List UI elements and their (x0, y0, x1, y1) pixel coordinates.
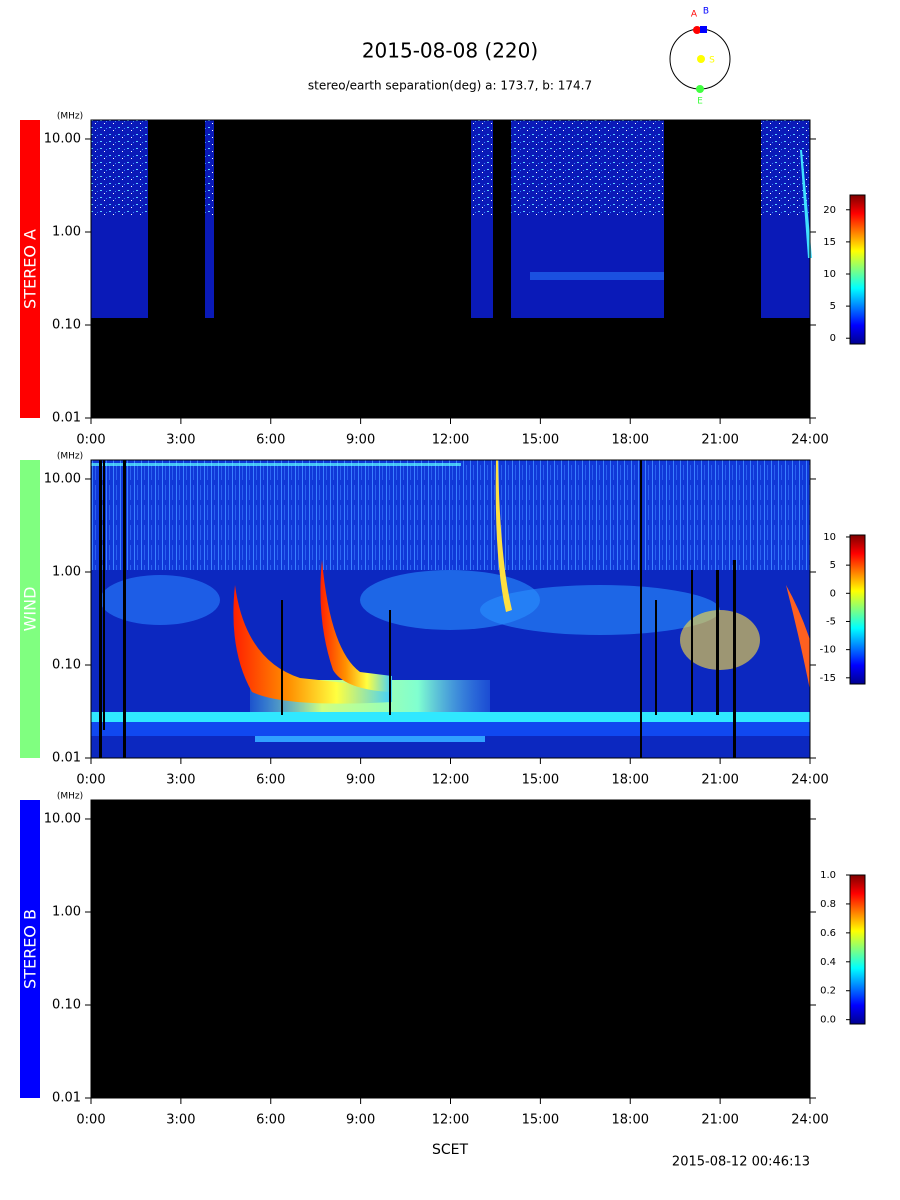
spectrogram-stereo-b (91, 800, 810, 1098)
chart-title: 2015-08-08 (220) (362, 39, 538, 63)
x-tick-label: 24:00 (791, 773, 828, 788)
y-tick-label: 1.00 (52, 564, 81, 579)
sun-dot (697, 55, 705, 63)
orbit-diagram: A B S E (669, 7, 731, 107)
y-tick-label: 10.00 (44, 811, 81, 826)
y-tick-label: 1.00 (52, 224, 81, 239)
y-tick-label: 0.01 (52, 1091, 81, 1106)
orbit-label: B (703, 7, 709, 17)
y-unit: (MHz) (57, 452, 83, 462)
x-tick-label: 15:00 (522, 433, 559, 448)
x-tick-label: 0:00 (76, 773, 105, 788)
panel-label-bar (20, 460, 40, 758)
y-tick-label: 1.00 (52, 904, 81, 919)
y-tick-label: 0.10 (52, 657, 81, 672)
colorbar-tick-label: 0.2 (820, 986, 836, 997)
colorbar-tick-label: -15 (820, 673, 836, 684)
y-tick-label: 0.01 (52, 411, 81, 426)
panel-label-bar (20, 800, 40, 1098)
x-tick-label: 9:00 (346, 433, 375, 448)
x-tick-label: 24:00 (791, 433, 828, 448)
x-tick-label: 21:00 (701, 773, 738, 788)
colorbar-tick-label: 0.6 (820, 928, 836, 939)
y-unit: (MHz) (57, 112, 83, 122)
colorbar-tick-label: 0 (830, 333, 836, 344)
colorbar (849, 874, 866, 1025)
panel-label: WIND (21, 587, 40, 632)
x-tick-label: 9:00 (346, 773, 375, 788)
colorbar (849, 534, 866, 685)
x-tick-label: 9:00 (346, 1113, 375, 1128)
x-tick-label: 3:00 (166, 433, 195, 448)
orbit-label: E (697, 97, 703, 107)
y-tick-label: 0.01 (52, 751, 81, 766)
colorbar-tick-label: 5 (830, 560, 836, 571)
x-tick-label: 15:00 (522, 773, 559, 788)
stereo-a-dot (693, 26, 701, 34)
y-tick-label: 10.00 (44, 471, 81, 486)
colorbar-tick-label: 15 (823, 237, 836, 248)
y-tick-label: 0.10 (52, 317, 81, 332)
panel-label-bar (20, 120, 40, 418)
x-tick-label: 6:00 (256, 433, 285, 448)
colorbar-tick-label: -5 (826, 616, 836, 627)
x-tick-label: 15:00 (522, 1113, 559, 1128)
timestamp: 2015-08-12 00:46:13 (672, 1155, 810, 1170)
spectrogram-wind (91, 460, 810, 758)
orbit-label: S (709, 56, 715, 66)
colorbar-tick-label: 10 (823, 532, 836, 543)
x-tick-label: 18:00 (612, 773, 649, 788)
x-tick-label: 21:00 (701, 433, 738, 448)
colorbar-tick-label: 10 (823, 269, 836, 280)
x-tick-label: 24:00 (791, 1113, 828, 1128)
x-tick-label: 18:00 (612, 433, 649, 448)
x-tick-label: 0:00 (76, 433, 105, 448)
colorbar-tick-label: 5 (830, 301, 836, 312)
x-tick-label: 0:00 (76, 1113, 105, 1128)
y-unit: (MHz) (57, 792, 83, 802)
colorbar-tick-label: -10 (820, 645, 836, 656)
y-tick-label: 10.00 (44, 131, 81, 146)
x-tick-label: 21:00 (701, 1113, 738, 1128)
x-tick-label: 6:00 (256, 1113, 285, 1128)
x-tick-label: 12:00 (432, 773, 469, 788)
earth-dot (696, 85, 704, 93)
colorbar-tick-label: 0.0 (820, 1015, 836, 1026)
colorbar-tick-label: 1.0 (820, 870, 836, 881)
x-axis-label: SCET (432, 1142, 469, 1158)
panel-label: STEREO B (21, 909, 40, 989)
colorbar-tick-label: 0.8 (820, 899, 836, 910)
x-tick-label: 3:00 (166, 1113, 195, 1128)
orbit-label: A (691, 10, 698, 20)
colorbar-tick-label: 0.4 (820, 957, 836, 968)
spectrogram-stereo-a (91, 120, 812, 418)
x-tick-label: 18:00 (612, 1113, 649, 1128)
x-tick-label: 3:00 (166, 773, 195, 788)
panel-label: STEREO A (21, 229, 40, 309)
x-tick-label: 6:00 (256, 773, 285, 788)
stereo-b-dot (700, 26, 707, 33)
x-tick-label: 12:00 (432, 1113, 469, 1128)
colorbar (849, 194, 866, 345)
chart-subtitle: stereo/earth separation(deg) a: 173.7, b… (308, 79, 592, 93)
x-tick-label: 12:00 (432, 433, 469, 448)
colorbar-tick-label: 0 (830, 588, 836, 599)
y-tick-label: 0.10 (52, 997, 81, 1012)
colorbar-tick-label: 20 (823, 205, 836, 216)
